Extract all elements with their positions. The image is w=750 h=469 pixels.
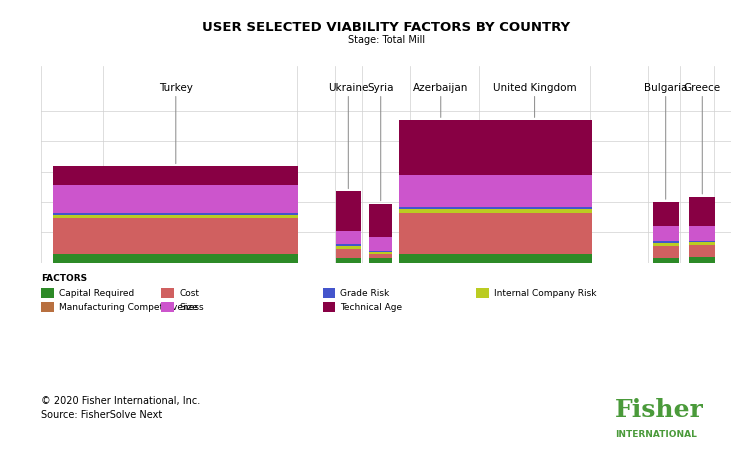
Bar [369, 254, 392, 258]
Text: Greece: Greece [684, 83, 721, 93]
Text: Stage: Total Mill: Stage: Total Mill [348, 35, 424, 45]
Text: Fisher: Fisher [615, 398, 704, 422]
Text: Capital Required: Capital Required [59, 288, 134, 298]
Text: © 2020 Fisher International, Inc.
Source: FisherSolve Next: © 2020 Fisher International, Inc. Source… [41, 396, 200, 420]
Bar [689, 245, 715, 257]
Bar [652, 226, 679, 242]
Bar [399, 213, 482, 254]
Bar [652, 243, 679, 246]
Bar [652, 202, 679, 226]
Bar [689, 197, 715, 226]
Bar [53, 213, 298, 215]
Bar [652, 246, 679, 258]
Text: Technical Age: Technical Age [340, 303, 403, 312]
Bar [478, 175, 592, 206]
Text: Turkey: Turkey [159, 83, 193, 93]
Text: Syria: Syria [368, 83, 394, 93]
Bar [369, 258, 392, 263]
Bar [399, 206, 482, 209]
Bar [369, 252, 392, 254]
Text: Bulgaria: Bulgaria [644, 83, 688, 93]
Bar [399, 209, 482, 213]
Text: Cost: Cost [179, 288, 200, 298]
Bar [478, 209, 592, 213]
Text: USER SELECTED VIABILITY FACTORS BY COUNTRY: USER SELECTED VIABILITY FACTORS BY COUNT… [202, 21, 570, 34]
Bar [399, 120, 482, 175]
Bar [689, 257, 715, 263]
Bar [652, 258, 679, 263]
Text: INTERNATIONAL: INTERNATIONAL [615, 430, 697, 439]
Bar [478, 213, 592, 254]
Text: Size: Size [179, 303, 198, 312]
Text: United Kingdom: United Kingdom [493, 83, 577, 93]
Bar [336, 258, 361, 263]
Bar [336, 191, 361, 231]
Text: Manufacturing Competitiveness: Manufacturing Competitiveness [59, 303, 204, 312]
Text: FACTORS: FACTORS [41, 274, 87, 283]
Bar [336, 244, 361, 246]
Text: Azerbaijan: Azerbaijan [413, 83, 469, 93]
Bar [689, 241, 715, 242]
Bar [53, 166, 298, 185]
Bar [689, 226, 715, 241]
Bar [478, 206, 592, 209]
Bar [53, 215, 298, 218]
Bar [689, 242, 715, 245]
Bar [369, 204, 392, 237]
Bar [369, 250, 392, 252]
Text: Internal Company Risk: Internal Company Risk [494, 288, 597, 298]
Bar [53, 254, 298, 263]
Bar [53, 185, 298, 213]
Text: Ukraine: Ukraine [328, 83, 368, 93]
Bar [53, 218, 298, 254]
Bar [336, 249, 361, 258]
Bar [336, 246, 361, 249]
Bar [478, 120, 592, 175]
Text: Grade Risk: Grade Risk [340, 288, 390, 298]
Bar [399, 254, 482, 263]
Bar [399, 175, 482, 206]
Bar [369, 237, 392, 250]
Bar [478, 254, 592, 263]
Bar [336, 231, 361, 244]
Bar [652, 242, 679, 243]
